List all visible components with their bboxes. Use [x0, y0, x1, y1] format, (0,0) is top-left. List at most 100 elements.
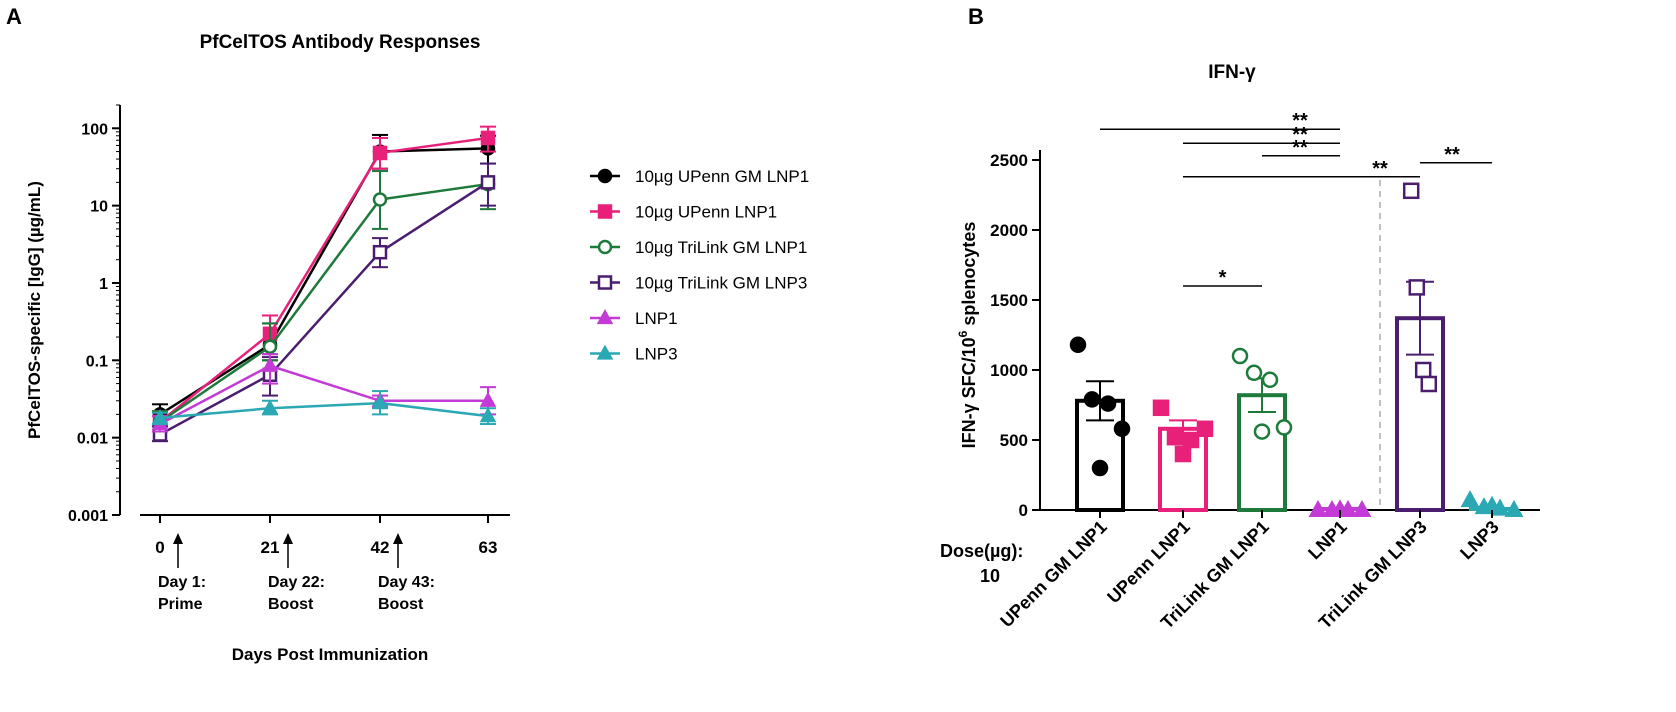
chart-a-legend-marker — [597, 275, 613, 290]
chart-a-series-line — [159, 364, 488, 426]
chart-a-point — [480, 130, 496, 146]
chart-a-point — [262, 339, 278, 354]
chart-b-significance-label: ** — [1292, 124, 1308, 146]
chart-b-point — [1083, 391, 1101, 408]
chart-b-point — [1231, 347, 1249, 365]
chart-a-legend-marker — [597, 239, 613, 255]
chart-a-legend-label: 10µg UPenn GM LNP1 — [635, 167, 809, 186]
chart-b-y-tick-label: 0 — [1019, 501, 1028, 520]
chart-a-x-tick-label: 0 — [155, 538, 164, 557]
chart-a-annotation-line2: Boost — [268, 596, 314, 613]
chart-a-y-tick-label: 10 — [90, 199, 108, 216]
chart-a-point — [261, 399, 279, 415]
chart-b-point — [1182, 431, 1200, 449]
chart-a-legend-label: 10µg TriLink GM LNP1 — [635, 238, 807, 257]
chart-a-series-line — [159, 147, 489, 416]
chart-b-point — [1460, 490, 1480, 508]
chart-b-point — [1253, 423, 1271, 440]
panel-b-letter: B — [968, 4, 984, 29]
chart-a-legend-label: 10µg TriLink GM LNP3 — [635, 274, 807, 293]
chart-b-x-tick-label: LNP1 — [1304, 517, 1351, 564]
chart-a-point — [151, 409, 169, 425]
chart-a-legend-label: 10µg UPenn LNP1 — [635, 203, 777, 222]
chart-b-significance-label: ** — [1444, 144, 1460, 166]
chart-a-annotation-line2: Boost — [378, 596, 424, 613]
chart-b-point — [1308, 499, 1328, 517]
chart-b-point — [1166, 428, 1184, 446]
chart-a-point — [479, 391, 497, 407]
chart-b-point — [1245, 364, 1263, 382]
chart-a-annotation-line2: Prime — [158, 596, 203, 613]
chart-a-annotation-line1: Day 43: — [378, 574, 435, 591]
chart-a-y-tick-label: 0.01 — [77, 431, 108, 448]
chart-b-significance-label: ** — [1292, 110, 1308, 132]
chart-a-annotation-line1: Day 1: — [158, 574, 206, 591]
chart-b-point — [1402, 182, 1420, 200]
chart-a-y-tick-label: 0.1 — [86, 353, 108, 370]
chart-a-y-tick-label: 1 — [99, 276, 108, 293]
chart-a-point — [479, 407, 497, 423]
chart-a-annotation-arrow-head — [393, 533, 403, 544]
chart-a-x-tick-label: 42 — [371, 538, 390, 557]
chart-a-point — [372, 244, 388, 260]
chart-b-point — [1069, 336, 1087, 354]
chart-b-x-tick-label: LNP3 — [1456, 517, 1503, 564]
chart-a-y-tick-label: 100 — [81, 121, 108, 138]
chart-b-y-tick-label: 1000 — [990, 361, 1028, 380]
chart-a-series-line — [159, 181, 489, 436]
chart-a-point — [371, 394, 389, 410]
chart-a-y-tick-label: 0.001 — [68, 508, 108, 525]
chart-b-y-label-sup: 6 — [956, 330, 970, 337]
chart-b-y-label: IFN-γ SFC/106 splenocytes — [956, 222, 979, 449]
chart-a-y-label: PfCelTOS-specific [IgG] (µg/mL) — [25, 181, 44, 439]
chart-a-x-tick-label: 63 — [479, 538, 498, 557]
chart-b-point — [1099, 395, 1117, 412]
chart-a: PfCelTOS Antibody Responses 0.001 0.01 0.1 1… — [25, 32, 809, 664]
chart-a-point — [261, 356, 279, 372]
chart-b-significance-label: ** — [1292, 137, 1308, 159]
chart-b-point — [1408, 279, 1426, 296]
chart-b-y-label-tail: splenocytes — [959, 222, 979, 331]
chart-a-legend-marker — [596, 344, 614, 360]
chart-a-x-label: Days Post Immunization — [232, 645, 428, 664]
chart-b-y-tick-label: 1500 — [990, 291, 1028, 310]
chart-b-point — [1152, 399, 1170, 417]
chart-a-legend-label: LNP1 — [635, 309, 678, 328]
chart-b-x-tick-label: UPenn LNP1 — [1103, 517, 1194, 608]
chart-a-legend-label: LNP3 — [635, 345, 678, 364]
chart-a-annotation-arrow-head — [173, 533, 183, 544]
chart-b: IFN-γ 0 500 1000 1500 2000 2500 IFN-γ SFC/106 s… — [940, 62, 1540, 633]
chart-b-y-tick-label: 2000 — [990, 221, 1028, 240]
chart-a-legend-marker — [597, 168, 613, 184]
chart-b-point — [1091, 459, 1109, 477]
chart-b-point — [1504, 499, 1524, 517]
chart-b-point — [1352, 499, 1372, 517]
chart-a-legend-marker — [596, 309, 614, 325]
chart-b-dose-value: 10 — [980, 566, 1000, 586]
chart-a-series-line — [159, 136, 489, 423]
chart-b-point — [1196, 420, 1214, 438]
chart-a-title: PfCelTOS Antibody Responses — [200, 32, 481, 53]
chart-a-series-line — [159, 182, 489, 423]
chart-b-y-tick-label: 500 — [1000, 431, 1028, 450]
chart-b-point — [1261, 371, 1279, 389]
chart-b-point — [1414, 361, 1432, 379]
chart-b-y-tick-label: 2500 — [990, 151, 1028, 170]
chart-b-point — [1420, 375, 1438, 393]
chart-b-title: IFN-γ — [1208, 62, 1256, 83]
chart-b-point — [1174, 445, 1192, 463]
chart-b-x-tick-label: UPenn GM LNP1 — [996, 517, 1111, 632]
chart-a-legend-marker — [597, 204, 613, 219]
chart-b-point — [1113, 420, 1131, 438]
chart-a-point — [372, 145, 388, 161]
chart-a-series-line — [159, 401, 489, 420]
chart-a-point — [480, 175, 496, 190]
chart-a-annotation-arrow-head — [283, 533, 293, 544]
chart-b-significance-label: * — [1219, 267, 1227, 289]
chart-a-annotation-line1: Day 22: — [268, 574, 325, 591]
chart-a-x-tick-label: 21 — [261, 538, 280, 557]
chart-b-y-label-main: IFN-γ SFC/10 — [959, 337, 979, 448]
chart-a-point — [372, 192, 388, 207]
chart-b-dose-label: Dose(µg): — [940, 541, 1023, 561]
